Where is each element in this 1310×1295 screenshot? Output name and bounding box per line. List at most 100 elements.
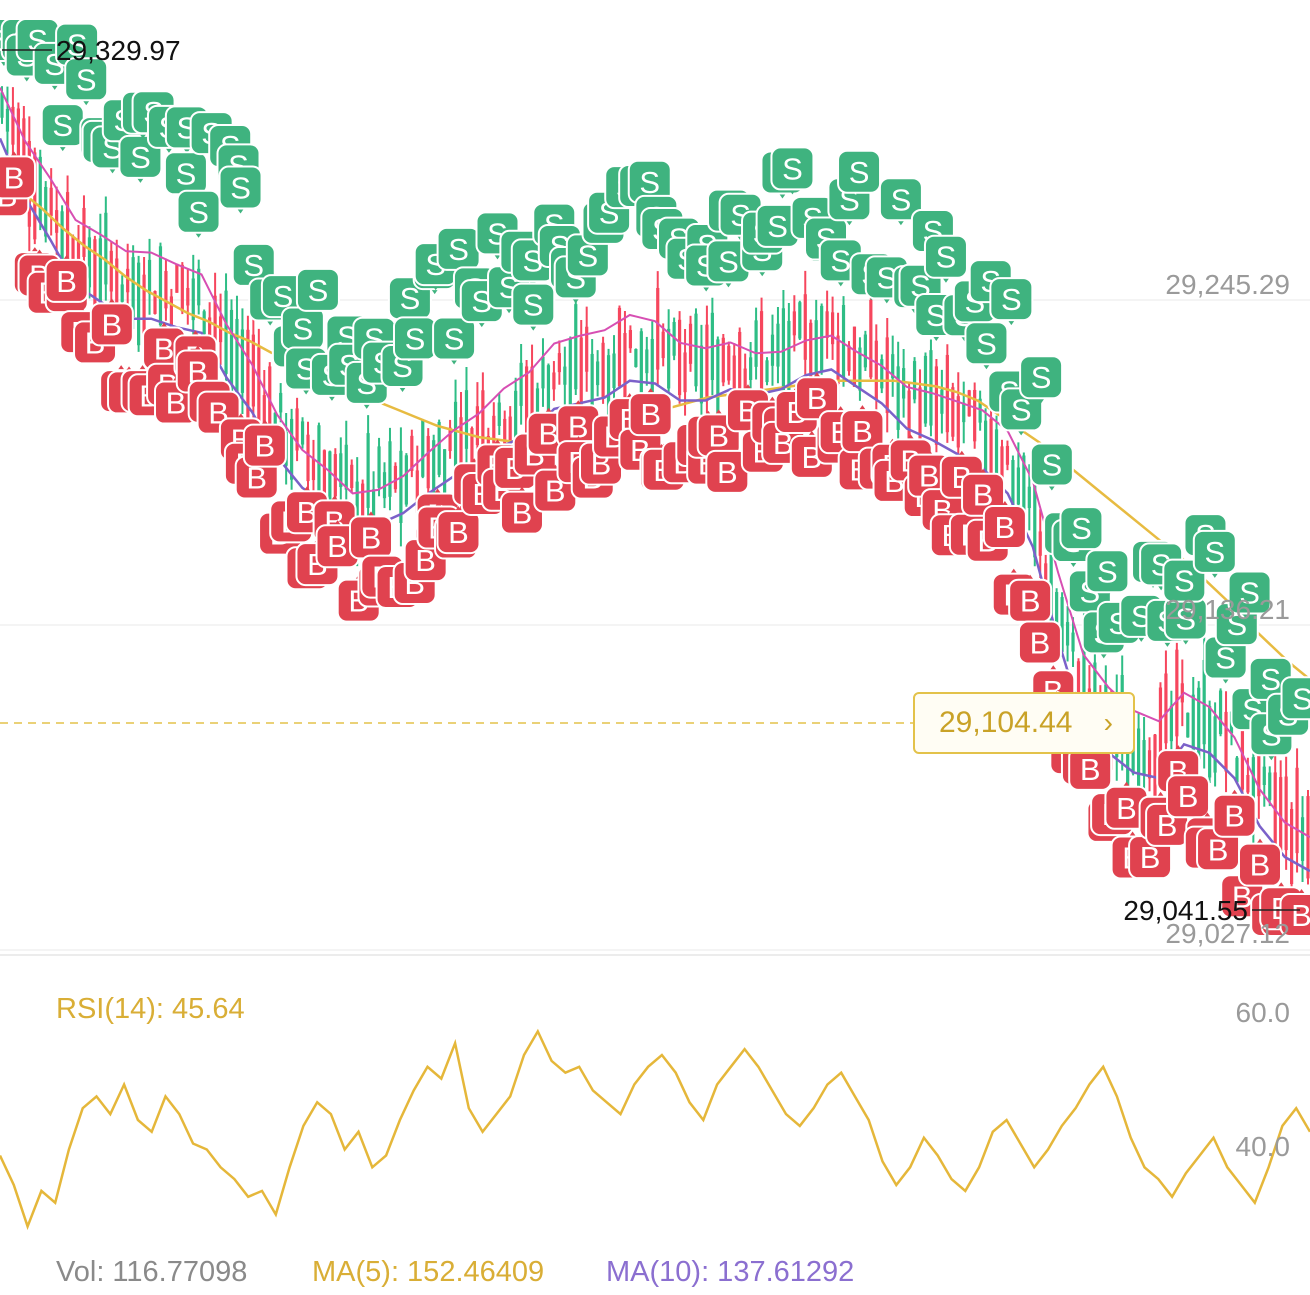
sell-marker[interactable]: S [436, 226, 481, 275]
buy-marker[interactable]: B [0, 151, 36, 200]
buy-marker[interactable]: B [1166, 770, 1211, 819]
sell-marker[interactable]: S [837, 149, 882, 198]
sell-marker[interactable]: S [1162, 558, 1207, 607]
buy-marker[interactable]: B [982, 500, 1027, 549]
sell-marker[interactable]: S [64, 57, 109, 106]
buy-marker[interactable]: B [1068, 742, 1113, 791]
sell-marker[interactable]: S [755, 203, 800, 252]
sell-marker[interactable]: S [1192, 529, 1237, 578]
buy-marker[interactable]: B [1104, 781, 1149, 830]
sell-marker[interactable]: S [878, 177, 923, 226]
buy-marker[interactable]: B [242, 419, 287, 468]
rsi-axis-label-40: 40.0 [1236, 1131, 1291, 1162]
candle-body [1268, 772, 1272, 800]
marker-letter: B [415, 543, 436, 578]
buy-marker[interactable]: B [1008, 574, 1053, 623]
buy-marker[interactable]: B [1279, 889, 1310, 937]
candle-body [421, 420, 425, 477]
marker-letter: S [230, 171, 251, 206]
marker-badge [44, 258, 89, 303]
sell-marker[interactable]: S [40, 103, 85, 152]
candle-body [530, 366, 534, 418]
candle-body [754, 320, 758, 367]
sell-marker[interactable]: S [1019, 355, 1064, 404]
buy-marker[interactable]: B [1237, 838, 1282, 887]
candle-body [180, 264, 184, 312]
candle-body [1251, 757, 1255, 834]
candle-body [825, 311, 829, 339]
sell-marker[interactable]: S [1059, 506, 1104, 555]
candle-body [590, 353, 594, 413]
marker-letter: B [973, 478, 994, 513]
candle-body [677, 319, 682, 396]
marker-letter: S [76, 62, 97, 97]
candle-body [885, 337, 889, 414]
candle-body [1180, 683, 1184, 703]
marker-badge [1212, 793, 1257, 838]
marker-letter: S [1031, 360, 1052, 395]
buy-marker[interactable]: B [89, 298, 134, 347]
sell-marker[interactable]: S [770, 146, 815, 195]
sell-marker[interactable]: S [923, 234, 968, 283]
buy-marker[interactable]: B [349, 511, 394, 560]
candle-body [1290, 808, 1294, 885]
buy-marker[interactable]: B [840, 405, 885, 454]
candle-body [1257, 743, 1261, 797]
sell-marker[interactable]: S [218, 165, 263, 214]
buy-marker[interactable]: B [705, 445, 750, 494]
sell-marker[interactable]: S [176, 189, 221, 238]
marker-badge [1059, 506, 1104, 551]
candle-body [459, 417, 463, 496]
candle-body [306, 434, 310, 482]
sell-marker[interactable]: S [706, 239, 751, 288]
candle-body [732, 355, 736, 393]
buy-marker[interactable]: B [436, 506, 481, 555]
candle-body [1235, 757, 1239, 783]
marker-badge [64, 57, 109, 102]
buy-marker[interactable]: B [44, 254, 89, 303]
candle-body [240, 329, 245, 393]
marker-letter: S [1041, 447, 1062, 482]
marker-badge [1227, 570, 1272, 615]
candle-body [836, 335, 840, 385]
buy-marker[interactable]: B [1017, 616, 1062, 665]
candle-body [22, 118, 26, 177]
sell-marker[interactable]: S [1163, 596, 1208, 645]
buy-marker[interactable]: B [795, 372, 840, 421]
candle-body [738, 331, 742, 400]
marker-badge [1085, 549, 1130, 594]
candle-body [940, 389, 944, 414]
sell-marker[interactable]: S [432, 316, 477, 365]
buy-marker[interactable]: B [499, 486, 544, 535]
candle-body [202, 311, 206, 335]
rsi-axis-label-60: 60.0 [1236, 997, 1291, 1028]
candle-body [1153, 734, 1157, 803]
sell-marker[interactable]: S [1029, 442, 1074, 491]
sell-marker[interactable]: S [964, 321, 1009, 370]
candle-body [426, 435, 430, 489]
buy-marker[interactable]: B [907, 449, 952, 498]
sell-marker[interactable]: S [511, 282, 556, 331]
marker-letter: S [1260, 662, 1281, 697]
candle-body [852, 326, 857, 387]
sell-marker[interactable]: S [989, 277, 1034, 326]
sell-marker[interactable]: S [1227, 570, 1272, 619]
candle-body [497, 402, 501, 426]
candle-body [339, 453, 343, 488]
candle-body [661, 331, 665, 359]
buy-marker[interactable]: B [1212, 789, 1257, 838]
current-price-tag[interactable]: 29,104.44 › [913, 692, 1135, 754]
buy-marker[interactable]: B [234, 451, 279, 500]
sell-marker[interactable]: S [1085, 549, 1130, 598]
candle-body [623, 333, 627, 405]
buy-marker[interactable]: B [628, 388, 673, 437]
sell-marker[interactable]: S [295, 267, 340, 316]
marker-badge [436, 510, 481, 555]
buy-marker[interactable]: B [315, 520, 360, 569]
sell-marker[interactable]: S [392, 316, 437, 365]
candle-body [1082, 634, 1086, 722]
candle-body [453, 401, 458, 490]
sell-marker[interactable]: S [1280, 676, 1310, 725]
